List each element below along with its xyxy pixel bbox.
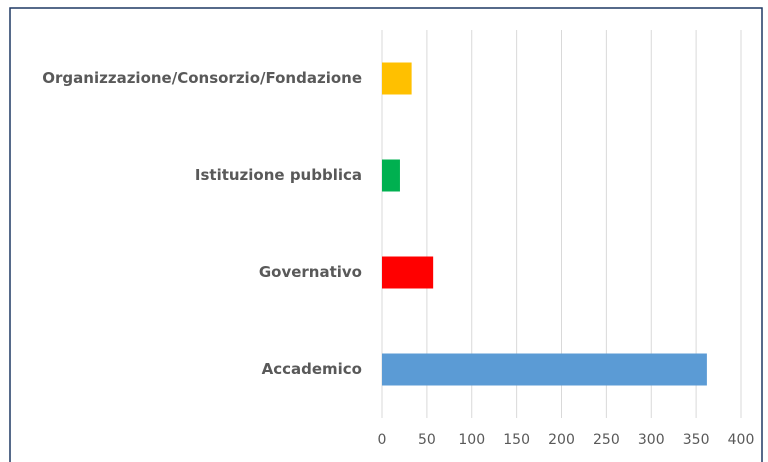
x-tick-label: 350 bbox=[683, 432, 710, 448]
x-tick-label: 300 bbox=[638, 432, 665, 448]
y-tick-label: Istituzione pubblica bbox=[195, 166, 362, 184]
bar bbox=[382, 62, 412, 95]
x-tick-label: 250 bbox=[593, 432, 620, 448]
y-tick-label: Organizzazione/Consorzio/Fondazione bbox=[42, 69, 362, 87]
x-tick-label: 150 bbox=[503, 432, 530, 448]
x-tick-label: 100 bbox=[458, 432, 485, 448]
bar bbox=[382, 256, 434, 289]
x-tick-label: 0 bbox=[378, 432, 387, 448]
x-tick-label: 200 bbox=[548, 432, 575, 448]
bar bbox=[382, 353, 707, 386]
y-tick-label: Accademico bbox=[262, 360, 362, 378]
bar bbox=[382, 159, 400, 192]
x-tick-label: 400 bbox=[728, 432, 755, 448]
x-tick-label: 50 bbox=[418, 432, 436, 448]
y-tick-label: Governativo bbox=[259, 263, 362, 281]
